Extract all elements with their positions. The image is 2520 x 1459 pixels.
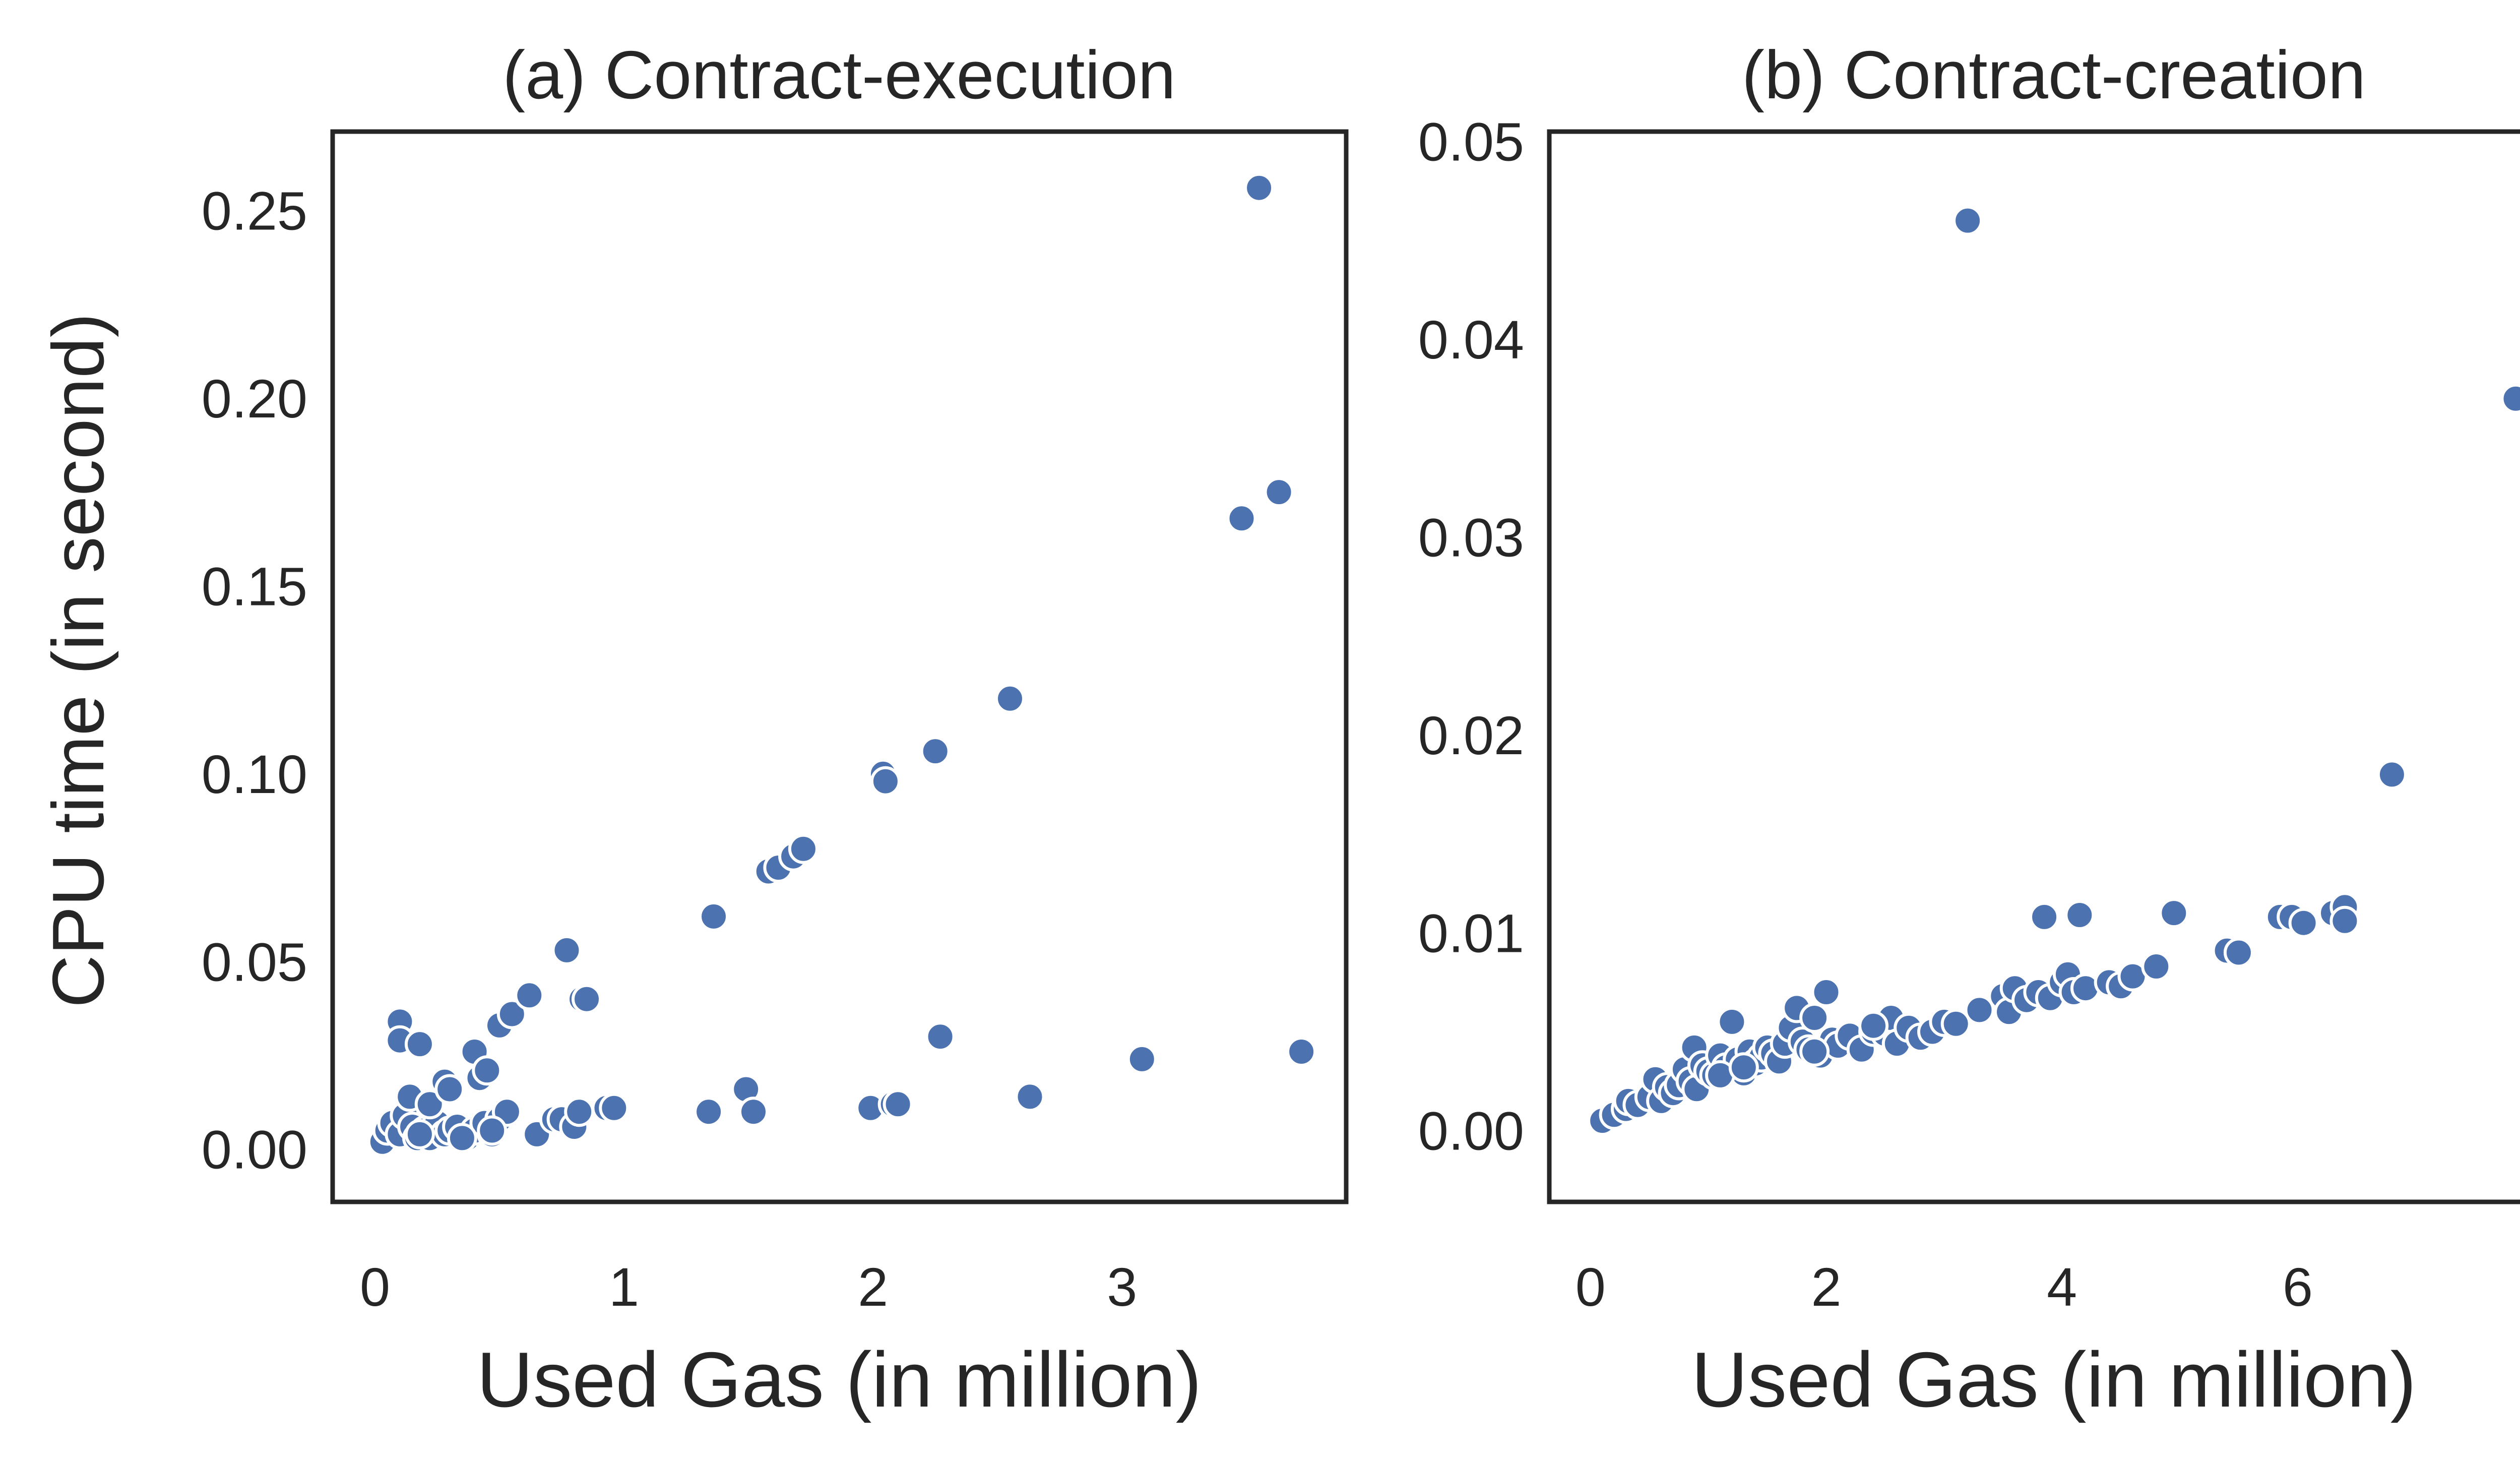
panel-a-frame bbox=[330, 129, 1349, 1204]
panel-a-data-point bbox=[995, 683, 1025, 714]
panel-b-x-tick-label: 6 bbox=[2283, 1256, 2313, 1317]
panel-b-data-point bbox=[2159, 898, 2189, 929]
panel-a-y-tick-label: 0.05 bbox=[202, 931, 307, 992]
panel-b-data-point bbox=[1799, 1003, 1830, 1033]
panel-b-y-tick-label: 0.05 bbox=[1418, 111, 1524, 172]
panel-b-data-point bbox=[1952, 205, 1983, 236]
panel-b-data-point bbox=[2329, 905, 2360, 936]
panel-a-data-point bbox=[1244, 172, 1275, 203]
panel-b-data-point bbox=[2141, 951, 2172, 982]
panel-a-data-point bbox=[434, 1074, 465, 1105]
panel-a-y-tick-label: 0.00 bbox=[202, 1119, 307, 1180]
panel-b-y-tick-label: 0.01 bbox=[1418, 902, 1524, 963]
panel-b-x-tick-label: 0 bbox=[1576, 1256, 1606, 1317]
panel-b-x-ticks: 0 2 4 6 8 bbox=[1576, 1256, 2520, 1317]
panel-a-data-point bbox=[477, 1115, 508, 1146]
panel-a-y-ticks: 0.00 0.05 0.10 0.15 0.20 0.25 bbox=[202, 180, 307, 1180]
panel-a-data-point bbox=[514, 980, 545, 1011]
panel-a-data-point bbox=[551, 935, 582, 965]
panel-a-data-point bbox=[738, 1097, 769, 1127]
panel-a-x-tick-label: 2 bbox=[858, 1256, 888, 1317]
panel-a-x-axis-label: Used Gas (in million) bbox=[477, 1336, 1202, 1423]
panel-b-data-point bbox=[2029, 901, 2060, 932]
panel-b-y-ticks: 0.00 0.01 0.02 0.03 0.04 0.05 bbox=[1418, 111, 1524, 1162]
panel-a-data-point bbox=[1286, 1037, 1317, 1067]
panel-a-x-ticks: 0 1 2 3 bbox=[360, 1256, 1137, 1317]
panel-a-points bbox=[367, 172, 1317, 1157]
panel-contract-creation: (b) Contract-creation 0 2 4 6 8 0.00 0.01 0.02… bbox=[1418, 37, 2520, 1423]
panel-a-data-point bbox=[1226, 503, 1257, 534]
panel-a-data-point bbox=[699, 901, 729, 932]
panel-b-data-point bbox=[2223, 937, 2254, 968]
panel-a-data-point bbox=[788, 833, 818, 864]
panel-a-x-tick-label: 0 bbox=[360, 1256, 390, 1317]
y-axis-label: CPU time (in second) bbox=[37, 313, 119, 1008]
panel-b-y-tick-label: 0.03 bbox=[1418, 507, 1524, 568]
panel-a-data-point bbox=[564, 1097, 595, 1127]
panel-b-points bbox=[1587, 205, 2520, 1136]
panel-a-y-tick-label: 0.20 bbox=[202, 368, 307, 429]
panel-b-data-point bbox=[1728, 1052, 1759, 1083]
panel-a-data-point bbox=[883, 1089, 913, 1120]
panel-a-data-point bbox=[414, 1089, 445, 1120]
panel-contract-execution: (a) Contract-execution 0 1 2 3 0.00 0.05 0.10… bbox=[202, 37, 1349, 1423]
panel-b-x-tick-label: 2 bbox=[1811, 1256, 1841, 1317]
panel-a-data-point bbox=[599, 1092, 629, 1123]
panel-b-data-point bbox=[1940, 1008, 1971, 1039]
panel-b-data-point bbox=[1811, 977, 1842, 1007]
panel-b-x-tick-label: 8 bbox=[2518, 1256, 2520, 1317]
panel-b-y-tick-label: 0.00 bbox=[1418, 1101, 1524, 1162]
panel-a-data-point bbox=[404, 1119, 435, 1149]
panel-a-data-point bbox=[920, 736, 951, 767]
panel-b-data-point bbox=[1717, 1006, 1747, 1037]
panel-b-data-point bbox=[1964, 995, 1995, 1025]
panel-b-x-axis-label: Used Gas (in million) bbox=[1691, 1336, 2416, 1423]
panel-b-x-tick-label: 4 bbox=[2047, 1256, 2077, 1317]
panel-a-data-point bbox=[472, 1055, 502, 1086]
panel-a-data-point bbox=[1126, 1044, 1157, 1074]
panel-b-data-point bbox=[2064, 900, 2095, 930]
panel-a-y-tick-label: 0.25 bbox=[202, 180, 307, 241]
panel-b-y-tick-label: 0.04 bbox=[1418, 309, 1524, 370]
panel-b-title: (b) Contract-creation bbox=[1742, 37, 2366, 113]
panel-a-data-point bbox=[447, 1123, 477, 1153]
panel-b-data-point bbox=[2288, 907, 2319, 938]
panel-a-data-point bbox=[870, 766, 901, 797]
panel-a-y-tick-label: 0.10 bbox=[202, 744, 307, 805]
panel-a-data-point bbox=[496, 999, 527, 1029]
panel-a-title: (a) Contract-execution bbox=[502, 37, 1176, 113]
panel-a-y-tick-label: 0.15 bbox=[202, 556, 307, 617]
panel-b-data-point bbox=[1858, 1010, 1889, 1041]
panel-a-data-point bbox=[404, 1029, 435, 1060]
panel-a-data-point bbox=[1015, 1081, 1045, 1112]
panel-a-data-point bbox=[925, 1021, 956, 1052]
panel-b-y-tick-label: 0.02 bbox=[1418, 705, 1524, 766]
panel-b-data-point bbox=[2500, 383, 2520, 414]
panel-a-x-tick-label: 1 bbox=[609, 1256, 639, 1317]
panel-a-data-point bbox=[694, 1097, 724, 1127]
panel-b-data-point bbox=[1799, 1036, 1830, 1067]
panel-a-data-point bbox=[572, 984, 602, 1014]
panel-a-data-point bbox=[1264, 477, 1294, 508]
panel-b-frame bbox=[1547, 129, 2520, 1204]
panel-a-x-tick-label: 3 bbox=[1107, 1256, 1137, 1317]
panel-b-data-point bbox=[2376, 759, 2407, 790]
